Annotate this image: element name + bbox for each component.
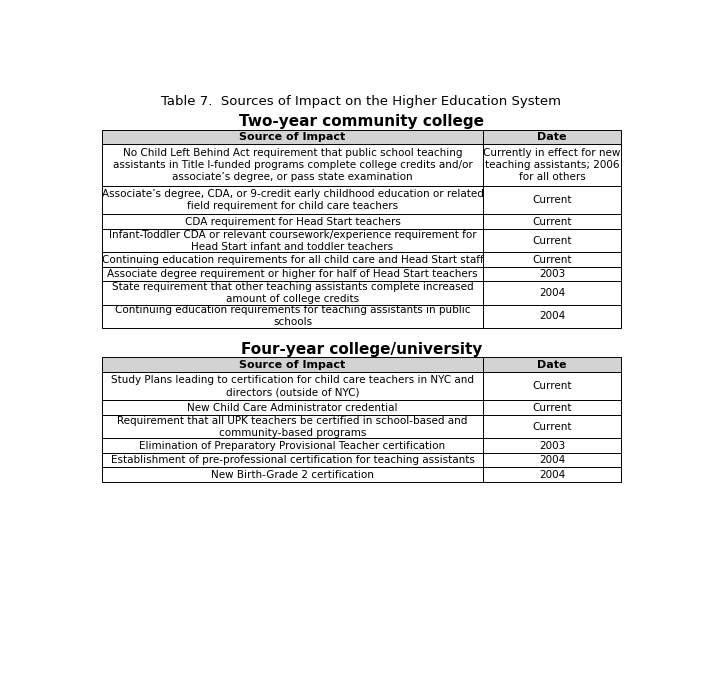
Text: Continuing education requirements for teaching assistants in public
schools: Continuing education requirements for te… <box>115 306 470 327</box>
Text: Currently in effect for new
teaching assistants; 2006
for all others: Currently in effect for new teaching ass… <box>484 148 621 182</box>
Bar <box>484 252 621 267</box>
Bar <box>484 372 621 400</box>
Bar <box>102 229 484 252</box>
Bar <box>102 281 484 305</box>
Text: Source of Impact: Source of Impact <box>240 133 345 142</box>
Bar <box>484 438 621 453</box>
Bar <box>484 145 621 186</box>
Bar <box>102 252 484 267</box>
Text: Establishment of pre-professional certification for teaching assistants: Establishment of pre-professional certif… <box>111 455 474 465</box>
Text: Date: Date <box>537 133 567 142</box>
Text: 2003: 2003 <box>539 441 565 451</box>
Text: Source of Impact: Source of Impact <box>240 360 345 369</box>
Text: Four-year college/university: Four-year college/university <box>240 342 482 357</box>
Bar <box>102 305 484 328</box>
Bar <box>102 186 484 215</box>
Bar <box>484 415 621 438</box>
Bar <box>102 453 484 467</box>
Text: Associate’s degree, CDA, or 9-credit early childhood education or related
field : Associate’s degree, CDA, or 9-credit ear… <box>102 189 484 211</box>
Bar <box>102 372 484 400</box>
Text: Current: Current <box>532 254 572 264</box>
Bar <box>484 400 621 415</box>
Bar <box>484 215 621 229</box>
Text: 2004: 2004 <box>539 288 565 298</box>
Bar <box>102 215 484 229</box>
Bar <box>102 438 484 453</box>
Text: CDA requirement for Head Start teachers: CDA requirement for Head Start teachers <box>185 217 400 227</box>
Text: Table 7.  Sources of Impact on the Higher Education System: Table 7. Sources of Impact on the Higher… <box>161 95 561 108</box>
Bar <box>484 229 621 252</box>
Bar <box>102 357 484 372</box>
Text: Infant-Toddler CDA or relevant coursework/experience requirement for
Head Start : Infant-Toddler CDA or relevant coursewor… <box>109 229 477 252</box>
Bar <box>484 267 621 281</box>
Text: Elimination of Preparatory Provisional Teacher certification: Elimination of Preparatory Provisional T… <box>140 441 446 451</box>
Text: No Child Left Behind Act requirement that public school teaching
assistants in T: No Child Left Behind Act requirement tha… <box>113 148 472 182</box>
Text: Continuing education requirements for all child care and Head Start staff: Continuing education requirements for al… <box>102 254 484 264</box>
Text: Current: Current <box>532 217 572 227</box>
Bar <box>102 267 484 281</box>
Text: Study Plans leading to certification for child care teachers in NYC and
director: Study Plans leading to certification for… <box>111 376 474 397</box>
Bar <box>102 400 484 415</box>
Text: New Birth-Grade 2 certification: New Birth-Grade 2 certification <box>211 470 374 480</box>
Bar <box>484 305 621 328</box>
Bar <box>102 467 484 482</box>
Text: 2004: 2004 <box>539 312 565 321</box>
Text: Current: Current <box>532 422 572 431</box>
Text: 2004: 2004 <box>539 470 565 480</box>
Bar <box>102 130 484 145</box>
Text: Requirement that all UPK teachers be certified in school-based and
community-bas: Requirement that all UPK teachers be cer… <box>117 416 467 437</box>
Text: 2003: 2003 <box>539 269 565 279</box>
Bar <box>484 281 621 305</box>
Bar <box>102 415 484 438</box>
Bar <box>484 453 621 467</box>
Bar <box>484 467 621 482</box>
Bar <box>484 130 621 145</box>
Text: Current: Current <box>532 195 572 205</box>
Text: State requirement that other teaching assistants complete increased
amount of co: State requirement that other teaching as… <box>111 282 473 304</box>
Text: 2004: 2004 <box>539 455 565 465</box>
Bar <box>484 186 621 215</box>
Bar <box>102 145 484 186</box>
Text: Two-year community college: Two-year community college <box>239 114 484 129</box>
Text: Current: Current <box>532 381 572 391</box>
Text: New Child Care Administrator credential: New Child Care Administrator credential <box>188 402 398 413</box>
Text: Current: Current <box>532 236 572 246</box>
Bar <box>484 357 621 372</box>
Text: Date: Date <box>537 360 567 369</box>
Text: Current: Current <box>532 402 572 413</box>
Text: Associate degree requirement or higher for half of Head Start teachers: Associate degree requirement or higher f… <box>107 269 478 279</box>
